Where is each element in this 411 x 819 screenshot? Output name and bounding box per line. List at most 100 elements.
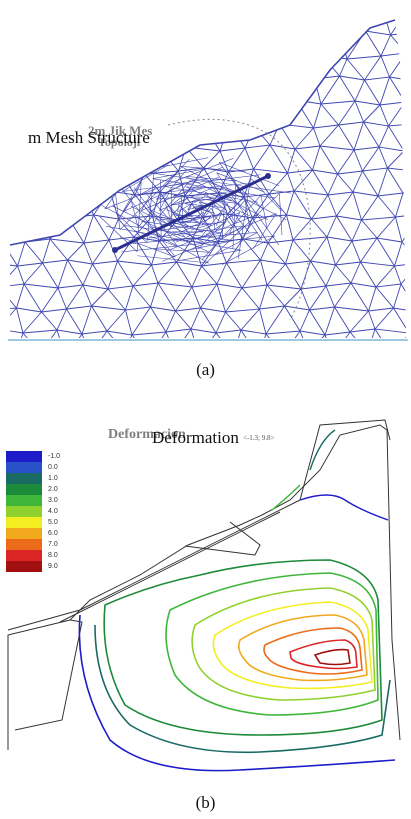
mesh-edge <box>285 260 311 265</box>
legend-item: 6.0 <box>6 528 102 539</box>
mesh-edge <box>175 286 193 312</box>
mesh-edge <box>22 311 42 334</box>
deformation-ghost-title: Deformacion <box>108 427 186 442</box>
mesh-edge <box>23 283 42 313</box>
mesh-edge <box>159 191 178 221</box>
mesh-edge <box>319 145 355 151</box>
mesh-edge <box>393 307 406 334</box>
mesh-edge <box>139 171 291 194</box>
mesh-edge <box>187 204 192 210</box>
mesh-edge <box>269 144 296 150</box>
mesh-edge <box>351 219 362 242</box>
mesh-edge <box>184 240 234 252</box>
mesh-edge <box>215 212 222 226</box>
mesh-edge <box>117 260 134 287</box>
mesh-edge <box>337 170 363 175</box>
mesh-edge <box>10 237 18 267</box>
contour-6 <box>238 614 368 682</box>
mesh-edge <box>335 261 361 266</box>
mesh-edge <box>83 242 93 265</box>
contour-upper-blue <box>299 494 389 521</box>
legend-swatch <box>6 561 42 572</box>
legend-label: 0.0 <box>48 464 58 471</box>
block-outline <box>14 619 83 731</box>
mesh-edge <box>266 284 302 290</box>
mesh-edge <box>15 332 24 338</box>
legend-label: 5.0 <box>48 519 58 526</box>
mesh-edge <box>107 288 126 311</box>
legend-swatch <box>6 528 42 539</box>
mesh-edge <box>285 263 302 290</box>
mesh-edge <box>233 329 242 338</box>
mesh-edge <box>337 173 354 193</box>
mesh-edge <box>10 328 24 334</box>
mesh-edge <box>259 305 285 310</box>
mesh-edge <box>119 236 176 258</box>
mesh-edge <box>349 331 368 338</box>
mesh-edge <box>122 179 142 212</box>
mesh-edge <box>41 308 67 313</box>
mesh-edge <box>267 242 286 265</box>
mesh-edge <box>309 285 327 311</box>
mesh-edge <box>184 167 204 197</box>
mesh-edge <box>158 240 177 263</box>
mesh-edge <box>115 192 121 230</box>
mesh-edge <box>368 310 376 330</box>
mesh-edge <box>362 170 379 197</box>
mesh-edge <box>217 241 227 264</box>
mesh-edge <box>378 146 388 169</box>
mesh-edge <box>285 239 294 265</box>
mesh-edge <box>166 214 258 252</box>
mesh-edge <box>42 259 68 264</box>
mesh-edge <box>260 259 268 286</box>
mesh-edge <box>122 174 261 192</box>
mesh-edge <box>66 305 92 310</box>
mesh-edge <box>309 309 326 336</box>
mesh-edge <box>334 282 352 308</box>
mesh-edge <box>137 255 209 264</box>
mesh-edge <box>299 309 310 332</box>
mesh-edge <box>375 286 394 309</box>
mesh-edge <box>243 193 270 198</box>
contour-upper-dark <box>309 429 336 471</box>
mesh-edge <box>132 285 151 308</box>
mesh-edge <box>152 167 209 179</box>
mesh-edge <box>91 305 126 311</box>
mesh-edge <box>221 193 226 241</box>
mesh-edge <box>349 310 369 333</box>
mesh-edge <box>219 162 280 187</box>
mesh-edge <box>104 158 234 210</box>
anchor-line <box>114 174 269 252</box>
mesh-edge <box>362 146 380 172</box>
mesh-edge <box>150 306 167 333</box>
mesh-edge <box>185 176 237 182</box>
mesh-edge <box>237 178 251 259</box>
mesh-edge <box>216 283 226 313</box>
mesh-edge <box>90 330 108 338</box>
mesh-edge <box>153 179 191 223</box>
mesh-edge <box>66 284 84 310</box>
mesh-edge <box>106 226 242 251</box>
mesh-edge <box>361 216 396 221</box>
mesh-edge <box>336 191 354 217</box>
mesh-edge <box>81 305 92 335</box>
mesh-edge <box>260 195 268 229</box>
mesh-edge <box>82 284 109 290</box>
mesh-edge <box>287 172 295 192</box>
legend-swatch <box>6 506 42 517</box>
mesh-edge <box>190 328 217 334</box>
mesh-edge <box>132 264 152 287</box>
mesh-edge <box>157 282 176 312</box>
mesh-edge <box>219 150 229 173</box>
legend-label: 3.0 <box>48 497 58 504</box>
mesh-edge <box>361 195 379 221</box>
mesh-edge <box>324 306 335 336</box>
mesh-edge <box>165 331 175 338</box>
mesh-edge <box>202 195 262 260</box>
mesh-edge <box>312 145 321 171</box>
mesh-edge <box>334 306 369 312</box>
mesh-edge <box>225 287 243 313</box>
mesh-edge <box>186 186 224 189</box>
mesh-edge <box>387 167 404 194</box>
mesh-edge <box>118 218 135 238</box>
